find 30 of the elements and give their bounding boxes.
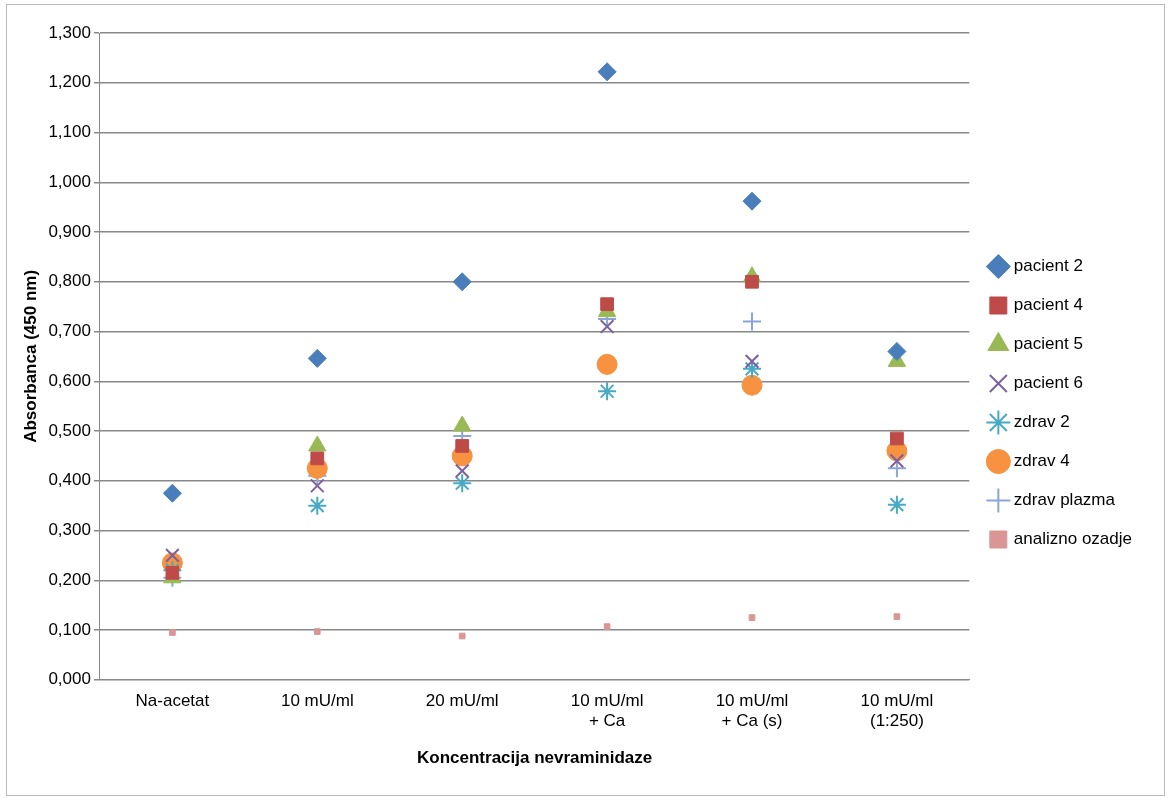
legend-label: analizno ozadje xyxy=(1013,529,1133,549)
y-tick-label: 0,000 xyxy=(48,669,91,689)
legend-label: zdrav 2 xyxy=(1013,412,1070,432)
y-tick-label: 0,200 xyxy=(48,569,91,589)
y-tick-label: 0,700 xyxy=(48,321,91,341)
y-tick-label: 0,800 xyxy=(48,271,91,291)
y-tick-label: 0,300 xyxy=(48,520,91,540)
y-tick-label: 0,600 xyxy=(48,370,91,390)
legend-label: zdrav plazma xyxy=(1013,490,1116,510)
y-tick-label: 1,200 xyxy=(48,72,91,92)
y-tick-label: 1,300 xyxy=(48,22,91,42)
y-tick-label: 0,900 xyxy=(48,221,91,241)
legend-label: pacient 2 xyxy=(1013,256,1083,276)
legend-label: zdrav 4 xyxy=(1013,451,1070,471)
x-tick-label: Na-acetat xyxy=(135,690,210,710)
y-tick-label: 1,000 xyxy=(48,171,91,191)
x-tick-label: 10 mU/ml + Ca xyxy=(570,690,644,731)
x-tick-label: 20 mU/ml xyxy=(425,690,499,710)
y-tick-label: 0,100 xyxy=(48,619,91,639)
y-tick-label: 0,400 xyxy=(48,470,91,490)
legend-label: pacient 4 xyxy=(1013,295,1083,315)
x-tick-label: 10 mU/ml + Ca (s) xyxy=(715,690,789,731)
x-axis-title: Koncentracija nevraminidaze xyxy=(417,748,653,768)
x-tick-label: 10 mU/ml (1:250) xyxy=(860,690,934,731)
x-tick-label: 10 mU/ml xyxy=(280,690,354,710)
legend-label: pacient 5 xyxy=(1013,334,1083,354)
legend-label: pacient 6 xyxy=(1013,373,1083,393)
y-axis-title: Absorbanca (450 nm) xyxy=(20,269,40,443)
y-tick-label: 0,500 xyxy=(48,420,91,440)
y-tick-label: 1,100 xyxy=(48,122,91,142)
